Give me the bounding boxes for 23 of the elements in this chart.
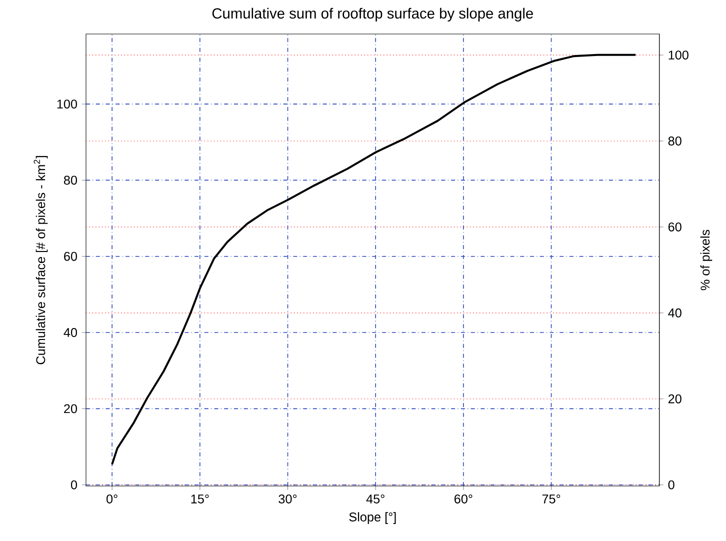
y-tick-label: 60 xyxy=(64,252,78,261)
y2-axis-title: % of pixels xyxy=(700,230,712,290)
y2-tick-label: 0 xyxy=(668,480,674,490)
y2-tick-label: 40 xyxy=(668,308,682,318)
y2-tick-label: 60 xyxy=(668,222,682,232)
x-tick-label: 30° xyxy=(278,494,297,504)
chart-title: Cumulative sum of rooftop surface by slope angle xyxy=(212,8,533,22)
x-tick-label: 0° xyxy=(106,494,118,504)
x-axis-title: Slope [°] xyxy=(349,512,396,524)
y2-tick-label: 80 xyxy=(668,136,682,146)
y-tick-label: 40 xyxy=(64,328,78,338)
y2-tick-label: 100 xyxy=(668,50,688,60)
y-tick-label: 0 xyxy=(70,480,78,490)
x-tick-label: 45° xyxy=(366,494,384,504)
y2-tick-label: 20 xyxy=(668,394,682,404)
x-tick-label: 60° xyxy=(454,494,472,504)
line-series xyxy=(111,54,637,466)
y-tick-label: 100 xyxy=(57,100,78,109)
x-tick-label: 75° xyxy=(542,494,560,504)
y-axis-title: Cumulative surface [# of pixels - km$^{2}$] xyxy=(34,156,48,364)
y-tick-label: 80 xyxy=(64,176,78,185)
x-tick-label: 15° xyxy=(191,494,209,504)
y-tick-label: 20 xyxy=(64,404,78,414)
